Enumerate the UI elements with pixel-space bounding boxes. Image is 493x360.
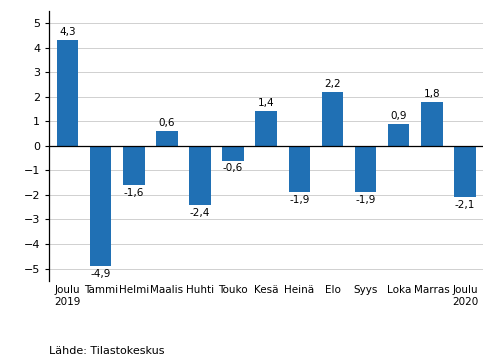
Bar xyxy=(189,146,211,205)
Text: -1,9: -1,9 xyxy=(355,195,376,206)
Text: 0,9: 0,9 xyxy=(390,111,407,121)
Text: 0,6: 0,6 xyxy=(159,118,175,128)
Bar xyxy=(355,146,376,193)
Bar xyxy=(156,131,177,146)
Bar xyxy=(421,102,443,146)
Text: -1,9: -1,9 xyxy=(289,195,310,206)
Bar xyxy=(288,146,310,193)
Text: -0,6: -0,6 xyxy=(223,163,243,174)
Text: 1,4: 1,4 xyxy=(258,99,275,108)
Bar xyxy=(255,112,277,146)
Bar xyxy=(322,92,343,146)
Text: 1,8: 1,8 xyxy=(423,89,440,99)
Bar xyxy=(90,146,111,266)
Text: 2,2: 2,2 xyxy=(324,79,341,89)
Text: Lähde: Tilastokeskus: Lähde: Tilastokeskus xyxy=(49,346,165,356)
Bar xyxy=(454,146,476,197)
Text: -2,4: -2,4 xyxy=(190,208,210,218)
Bar xyxy=(222,146,244,161)
Text: 4,3: 4,3 xyxy=(59,27,76,37)
Text: -2,1: -2,1 xyxy=(455,200,475,210)
Bar xyxy=(388,124,410,146)
Bar xyxy=(123,146,144,185)
Bar xyxy=(57,40,78,146)
Text: -1,6: -1,6 xyxy=(124,188,144,198)
Text: -4,9: -4,9 xyxy=(90,269,111,279)
